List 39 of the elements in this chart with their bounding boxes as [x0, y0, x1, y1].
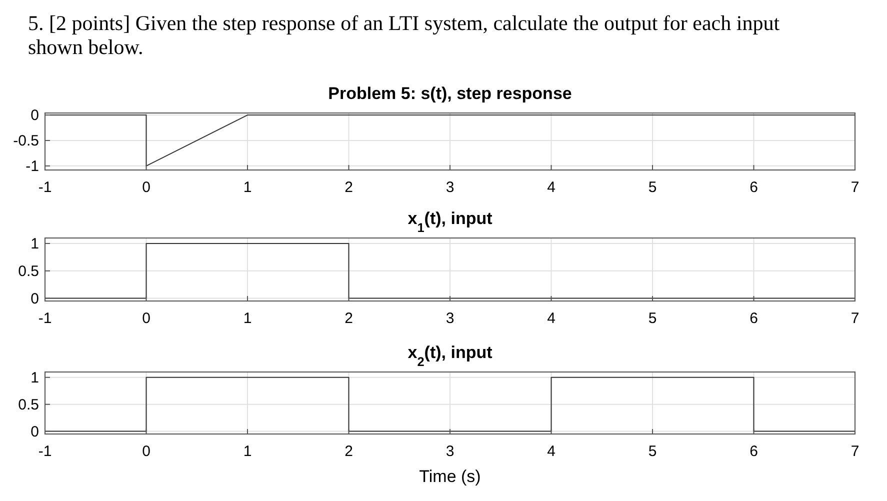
y-tick-label: 1 [30, 235, 39, 252]
y-tick-label: 0 [30, 290, 39, 308]
x-tick-label: 7 [850, 179, 860, 196]
chart-title: Problem 5: s(t), step response [328, 84, 572, 103]
x-tick-label: 3 [446, 310, 454, 327]
text: 5. [2 points] Given the step response of an LTI system, calculate the output for each input [28, 11, 780, 35]
x-tick-label: 5 [648, 443, 657, 460]
x-tick-label: 2 [344, 310, 353, 327]
x-tick-label: 4 [547, 443, 556, 460]
x-tick-label: 7 [850, 443, 860, 460]
x-tick-label: 6 [750, 310, 758, 327]
chart-title: x$_{2}$(t), input [408, 343, 493, 368]
x-tick-label: 1 [243, 443, 252, 460]
y-tick-label: 0 [30, 107, 39, 124]
x-tick-label: 1 [243, 310, 252, 327]
x-tick-label: 6 [750, 179, 758, 196]
x-tick-label: 6 [750, 443, 758, 460]
x-tick-label: 1 [243, 179, 252, 196]
y-tick-label: 0.5 [18, 396, 39, 414]
chart-title: x$_{1}$(t), input [408, 209, 493, 234]
x-tick-label: 0 [142, 310, 150, 327]
text: shown below. [28, 35, 144, 59]
x-axis-title: Time (s) [419, 467, 481, 486]
x-tick-label: 3 [446, 443, 454, 460]
x-tick-label: 0 [142, 179, 150, 196]
y-tick-label: -1 [26, 158, 39, 175]
x-tick-label: 0 [142, 443, 150, 460]
x-tick-label: 4 [547, 179, 556, 196]
y-tick-label: 0 [30, 423, 39, 440]
y-tick-label: -0.5 [13, 132, 39, 150]
x-tick-label: 7 [850, 310, 860, 327]
x-tick-label: 2 [344, 443, 353, 460]
x-tick-label: 3 [446, 179, 454, 196]
x-tick-label: 2 [344, 179, 353, 196]
x-tick-label: 5 [648, 310, 657, 327]
y-tick-label: 1 [30, 369, 39, 386]
x-tick-label: 5 [648, 179, 657, 196]
y-tick-label: 0.5 [18, 262, 39, 280]
x-tick-label: 4 [547, 310, 556, 327]
